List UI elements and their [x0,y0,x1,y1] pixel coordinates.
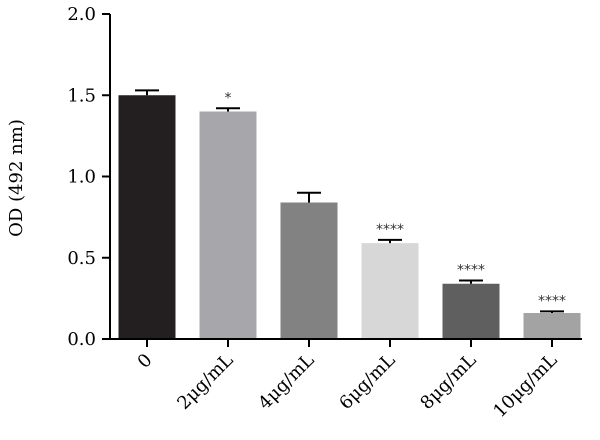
error-bar [216,107,240,112]
error-bar [297,191,321,203]
significance-label: **** [538,293,566,309]
error-bar [378,238,402,244]
significance-label: **** [457,263,485,279]
significance-labels-group: ************* [225,90,567,309]
significance-label: * [225,90,232,106]
x-tick-label: 8μg/mL [416,350,480,414]
bar-1 [118,95,176,339]
y-ticks-group: 0.0 0.5 1.0 1.5 2.0 [67,4,110,350]
x-tick-label: 10μg/mL [489,350,561,422]
y-tick-label: 0.5 [67,248,96,269]
y-tick-label: 1.0 [67,167,96,188]
significance-label: **** [376,222,404,238]
bar-6 [523,313,581,339]
x-ticks-group: 0 2μg/mL 4μg/mL 6μg/mL 8μg/mL 10μg/mL [134,339,562,422]
x-tick-label: 6μg/mL [335,350,399,414]
error-bar [540,310,564,313]
y-tick-label: 2.0 [67,4,96,25]
bar-4 [361,243,419,339]
y-tick-label: 0.0 [67,329,96,350]
bar-5 [442,283,500,339]
error-bar [135,89,159,96]
y-tick-label: 1.5 [67,85,96,106]
bar-2 [199,111,257,339]
y-axis-label: OD (492 nm) [6,119,27,237]
x-tick-label: 4μg/mL [254,350,318,414]
x-tick-label: 2μg/mL [173,350,237,414]
bar-3 [280,202,338,339]
error-bar [459,279,483,284]
bars-group [118,95,581,339]
error-bars-group [135,89,564,313]
x-tick-label: 0 [134,350,157,373]
